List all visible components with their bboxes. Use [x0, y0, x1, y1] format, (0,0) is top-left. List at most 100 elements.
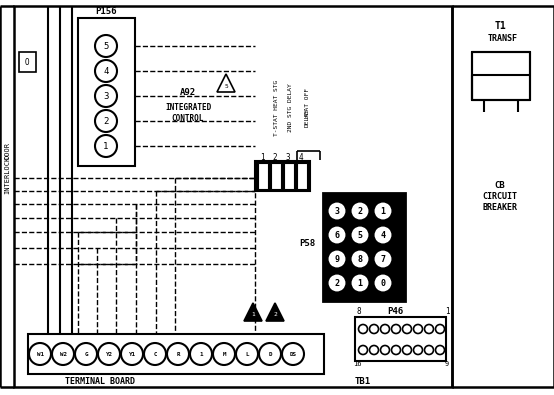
- Text: G: G: [84, 352, 88, 357]
- Circle shape: [373, 250, 392, 269]
- Circle shape: [435, 346, 444, 354]
- Text: M: M: [222, 352, 225, 357]
- Text: 3: 3: [103, 92, 109, 100]
- Circle shape: [435, 325, 444, 333]
- Circle shape: [370, 325, 378, 333]
- Text: 8: 8: [357, 254, 362, 263]
- Text: 9: 9: [445, 361, 449, 367]
- Text: P58: P58: [299, 239, 315, 248]
- Circle shape: [373, 226, 392, 245]
- Circle shape: [392, 346, 401, 354]
- Circle shape: [327, 250, 346, 269]
- Text: 1: 1: [251, 312, 255, 316]
- Bar: [255, 161, 310, 191]
- Text: INTEGRATED: INTEGRATED: [165, 102, 211, 111]
- Circle shape: [424, 346, 433, 354]
- Text: CONTROL: CONTROL: [172, 113, 204, 122]
- Text: L: L: [245, 352, 249, 357]
- Circle shape: [392, 325, 401, 333]
- Text: R: R: [176, 352, 179, 357]
- Circle shape: [373, 273, 392, 293]
- Circle shape: [327, 273, 346, 293]
- Circle shape: [351, 273, 370, 293]
- Circle shape: [327, 226, 346, 245]
- Text: 0: 0: [381, 278, 386, 288]
- Text: 7: 7: [381, 254, 386, 263]
- Text: Y1: Y1: [129, 352, 136, 357]
- Text: DELAY: DELAY: [305, 109, 310, 127]
- Text: 2: 2: [273, 152, 278, 162]
- Text: 9: 9: [335, 254, 340, 263]
- Circle shape: [381, 346, 389, 354]
- Circle shape: [413, 346, 423, 354]
- Circle shape: [351, 201, 370, 220]
- Circle shape: [373, 201, 392, 220]
- Bar: [258, 163, 268, 189]
- Circle shape: [282, 343, 304, 365]
- Text: 3: 3: [286, 152, 290, 162]
- Text: 1: 1: [260, 152, 264, 162]
- Text: 5: 5: [103, 41, 109, 51]
- Bar: [323, 193, 405, 301]
- Circle shape: [29, 343, 51, 365]
- Bar: [297, 163, 307, 189]
- Text: 2: 2: [103, 117, 109, 126]
- Text: 1: 1: [357, 278, 362, 288]
- Text: HEAT OFF: HEAT OFF: [305, 88, 310, 118]
- Bar: [28, 334, 324, 374]
- Circle shape: [190, 343, 212, 365]
- Circle shape: [370, 346, 378, 354]
- Circle shape: [424, 325, 433, 333]
- Text: 2: 2: [273, 312, 277, 316]
- Circle shape: [75, 343, 97, 365]
- Text: TRANSF: TRANSF: [488, 34, 518, 43]
- Text: T-STAT HEAT STG: T-STAT HEAT STG: [274, 80, 279, 136]
- Text: 4: 4: [299, 152, 303, 162]
- Circle shape: [403, 325, 412, 333]
- Text: 3: 3: [335, 207, 340, 216]
- Text: 1: 1: [445, 307, 449, 316]
- Text: P156: P156: [95, 6, 117, 15]
- Text: 4: 4: [381, 231, 386, 239]
- Text: 5: 5: [224, 83, 228, 88]
- Circle shape: [358, 325, 367, 333]
- Circle shape: [95, 35, 117, 57]
- Circle shape: [259, 343, 281, 365]
- Text: 4: 4: [103, 66, 109, 75]
- Text: W1: W1: [37, 352, 44, 357]
- Circle shape: [351, 250, 370, 269]
- Polygon shape: [266, 303, 284, 321]
- Text: 1: 1: [199, 352, 203, 357]
- Circle shape: [327, 201, 346, 220]
- Text: 1: 1: [103, 141, 109, 150]
- Polygon shape: [244, 303, 262, 321]
- Circle shape: [52, 343, 74, 365]
- Text: W2: W2: [59, 352, 66, 357]
- Circle shape: [403, 346, 412, 354]
- Circle shape: [95, 60, 117, 82]
- Bar: [78, 18, 135, 166]
- Bar: [472, 52, 530, 100]
- Circle shape: [98, 343, 120, 365]
- Text: 8: 8: [357, 307, 361, 316]
- Circle shape: [167, 343, 189, 365]
- Text: T1: T1: [494, 21, 506, 31]
- Text: P46: P46: [387, 307, 403, 316]
- Text: C: C: [153, 352, 157, 357]
- Circle shape: [358, 346, 367, 354]
- Circle shape: [381, 325, 389, 333]
- Circle shape: [351, 226, 370, 245]
- Circle shape: [144, 343, 166, 365]
- Circle shape: [236, 343, 258, 365]
- Text: TB1: TB1: [355, 376, 371, 386]
- Text: A92: A92: [180, 88, 196, 96]
- Bar: [19, 52, 36, 72]
- Circle shape: [413, 325, 423, 333]
- Text: 2: 2: [357, 207, 362, 216]
- Text: 2: 2: [335, 278, 340, 288]
- Text: 6: 6: [335, 231, 340, 239]
- Circle shape: [213, 343, 235, 365]
- Text: INTERLOCK: INTERLOCK: [4, 156, 10, 194]
- Bar: [14, 6, 452, 387]
- Text: 2ND STG DELAY: 2ND STG DELAY: [288, 84, 293, 132]
